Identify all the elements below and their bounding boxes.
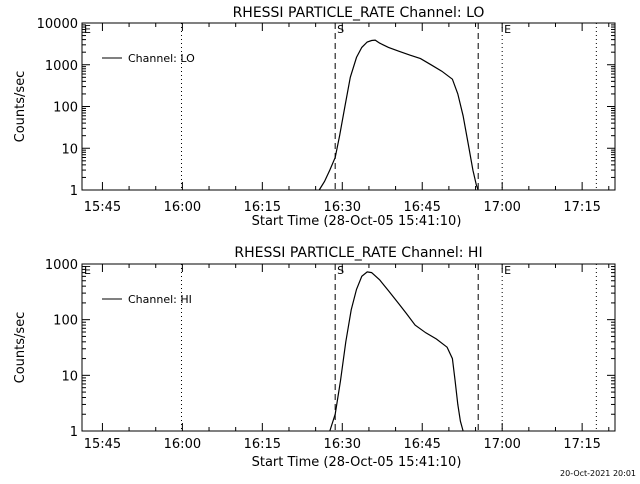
panel1-y-axis-label: Counts/sec [13,71,28,143]
panel2-legend-label: Channel: HI [128,293,192,306]
panel1-x-tick-label: 17:00 [483,200,520,215]
panel1-y-tick-label: 100 [53,101,78,116]
panel1-x-tick-label: 15:45 [84,200,121,215]
panel2-y-tick-label: 1000 [45,258,78,273]
panel2-x-tick-label: 16:15 [244,437,281,452]
panel2-y-tick-label: 1 [70,425,78,440]
panel2-y-tick-label: 100 [53,314,78,329]
panel2-chart-title: RHESSI PARTICLE_RATE Channel: HI [234,245,482,261]
panel2-x-tick-label: 17:00 [483,437,520,452]
panel1-x-tick-label: 17:15 [563,200,600,215]
panel1-x-tick-label: 16:00 [164,200,201,215]
panel1-marker-label: E [504,23,511,36]
footer-timestamp: 20-Oct-2021 20:01 [560,469,636,478]
panel1-series-line [318,39,479,191]
panel1-chart-title: RHESSI PARTICLE_RATE Channel: LO [233,5,485,21]
panel1-x-tick-label: 16:15 [244,200,281,215]
panel2-marker-label: E [84,264,91,277]
panel2-marker-label: E [504,264,511,277]
panel2-x-tick-label: 16:00 [164,437,201,452]
panel1-y-tick-label: 1 [70,184,78,199]
panel1-y-tick-label: 10000 [37,17,78,32]
panel2-marker-label: S [337,264,344,277]
panel1-legend-label: Channel: LO [128,52,195,65]
panel1-x-tick-label: 16:45 [403,200,440,215]
panel2-x-tick-label: 17:15 [563,437,600,452]
panel1-marker-label: S [337,23,344,36]
panel2-x-tick-label: 16:45 [403,437,440,452]
panel2-x-tick-label: 16:30 [324,437,361,452]
panel2-plot-frame [81,263,616,432]
panel2-y-axis-label: Counts/sec [13,312,28,384]
panel2-y-tick-label: 10 [61,369,78,384]
panel1-x-tick-label: 16:30 [324,200,361,215]
panel2-x-axis-label: Start Time (28-Oct-05 15:41:10) [252,455,462,470]
panel1-y-tick-label: 1000 [45,59,78,74]
panel1-y-tick-label: 10 [61,142,78,157]
panel2-series-line [329,271,464,432]
panel1-marker-label: E [84,23,91,36]
panel1-plot-frame [81,22,616,191]
panel1-x-axis-label: Start Time (28-Oct-05 15:41:10) [252,214,462,229]
panel2-x-tick-label: 15:45 [84,437,121,452]
